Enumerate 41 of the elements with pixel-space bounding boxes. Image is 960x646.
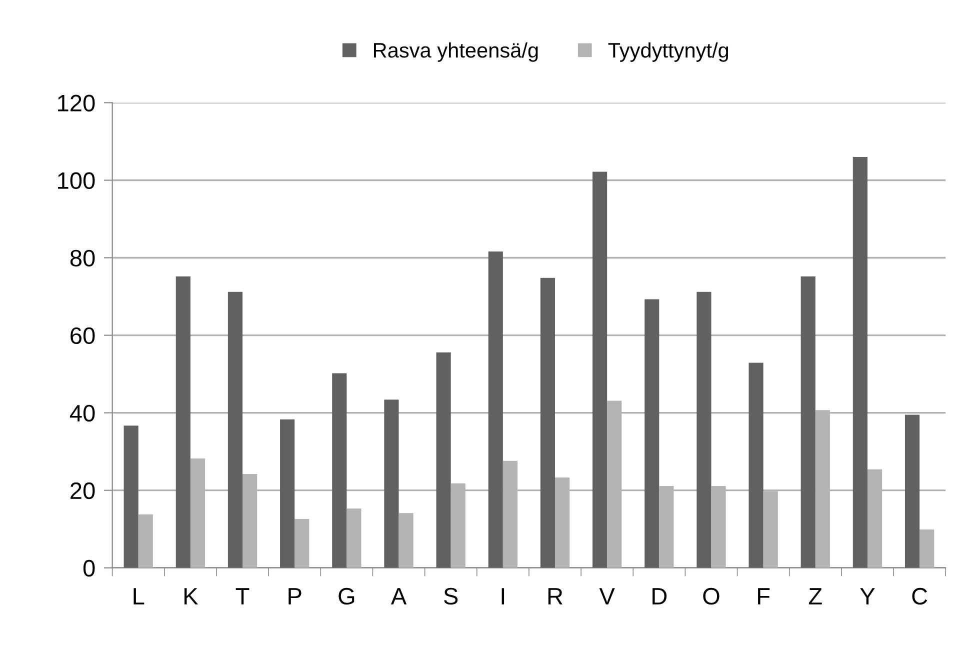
x-tick-label: L [134,588,144,604]
bar [280,419,295,568]
bar [800,276,816,568]
y-tick-label: 100 [58,172,95,190]
x-tick-label: P [288,588,302,604]
y-tick-label: 0 [83,560,95,577]
x-tick-label: S [444,588,458,605]
x-tick-label: G [338,588,354,605]
bar [384,400,399,568]
bar [488,252,503,568]
y-tick-label: 120 [58,94,95,112]
bar [696,292,712,568]
x-tick-label: F [758,588,770,604]
legend-label: Tyydyttynyt/g [608,42,728,62]
x-tick-label: I [502,588,504,604]
bar [904,414,920,568]
bar [852,156,868,568]
x-tick-label: K [184,588,198,604]
bar [124,426,138,568]
bar [176,276,190,568]
y-tick-label: 20 [70,482,95,500]
x-tick-label: V [599,588,615,604]
x-tick-label: T [236,588,250,604]
x-tick-label: O [703,588,720,605]
x-tick-label: Z [808,588,822,604]
bar [332,373,347,568]
y-tick-label: 40 [70,404,95,422]
bar [436,352,451,568]
x-tick-label: R [548,588,562,604]
x-tick-label: Y [860,588,875,604]
x-tick-label: A [390,588,407,604]
bar [540,278,555,568]
bar [592,172,608,568]
y-tick-label: 60 [70,327,95,344]
bar [748,362,764,568]
legend-label: Rasva yhteensä/g [374,42,538,62]
x-tick-label: D [652,588,667,604]
bar [644,299,660,568]
y-tick-label: 80 [70,250,95,267]
x-tick-label: C [912,588,928,605]
bar [228,292,243,568]
